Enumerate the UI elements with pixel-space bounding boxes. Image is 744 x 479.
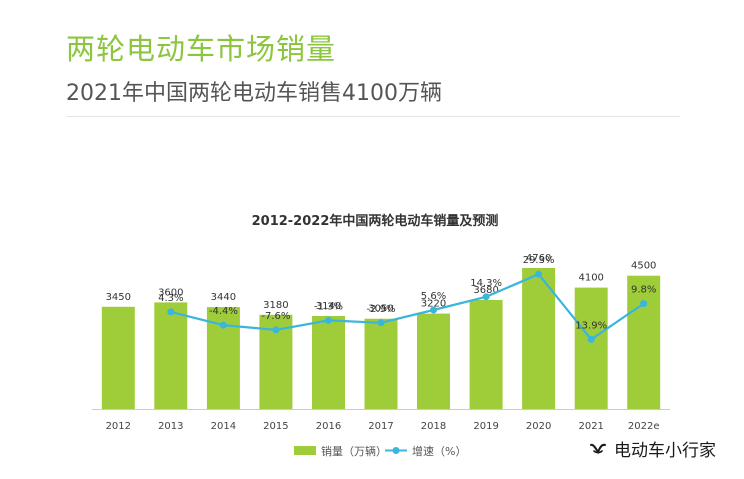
bar-label-2019: 3680 — [473, 285, 498, 296]
bar-2013 — [154, 302, 188, 409]
growth-point-2014 — [219, 321, 227, 329]
chart-legend: 销量（万辆） 增速（%） — [294, 444, 466, 458]
chart-title: 2012-2022年中国两轮电动车销量及预测 — [252, 213, 499, 229]
legend-line-dot — [392, 447, 400, 454]
growth-points — [167, 270, 648, 343]
growth-point-2020 — [535, 270, 543, 278]
bar-2017 — [364, 318, 398, 409]
legend-bar-swatch — [294, 446, 316, 455]
watermark-text: 电动车小行家 — [614, 441, 716, 461]
bar-label-2015: 3180 — [263, 300, 288, 311]
wechat-channel-icon — [590, 443, 606, 454]
growth-label-2019: 14.3% — [470, 278, 502, 289]
growth-point-2022e — [640, 300, 648, 308]
growth-label-2016: -1.3% — [314, 301, 343, 312]
x-tick-2014: 2014 — [211, 421, 236, 432]
x-tick-labels: 2012 2013 2014 2015 2016 2017 2018 2019 2020 2021… — [106, 421, 660, 432]
growth-point-2021 — [587, 335, 595, 343]
x-tick-2016: 2016 — [316, 421, 341, 432]
legend-bar-label: 销量（万辆） — [321, 444, 387, 458]
bar-series — [101, 268, 661, 409]
x-tick-2013: 2013 — [158, 421, 183, 432]
x-tick-2015: 2015 — [263, 421, 288, 432]
bar-label-2022e: 4500 — [631, 261, 656, 272]
header-divider — [66, 116, 680, 117]
growth-point-2019 — [482, 293, 490, 301]
x-tick-2012: 2012 — [106, 421, 131, 432]
x-tick-2020: 2020 — [526, 421, 551, 432]
bar-2018 — [417, 313, 450, 409]
bar-label-2021: 4100 — [578, 273, 603, 284]
x-tick-2021: 2021 — [578, 421, 603, 432]
bar-label-2020: 4760 — [526, 253, 551, 264]
growth-label-2017: -2.9% — [366, 304, 395, 315]
bar-2012 — [101, 306, 135, 409]
watermark: 电动车小行家 — [588, 436, 716, 461]
growth-line — [170, 272, 645, 341]
growth-label-2020: 29.3% — [523, 255, 555, 266]
growth-label-2022e: 9.8% — [631, 285, 656, 296]
bar-label-2013: 3600 — [158, 287, 183, 298]
growth-label-2015: -7.6% — [261, 311, 290, 322]
growth-label-2021: 13.9% — [575, 320, 607, 331]
growth-label-2018: 5.6% — [421, 291, 446, 302]
bar-2020 — [522, 268, 556, 409]
bar-2019 — [469, 300, 503, 409]
growth-value-labels: 4.3% -4.4% -7.6% -1.3% -2.9% 5.6% 14.3% 29.3% 13… — [158, 255, 656, 331]
growth-point-2015 — [272, 326, 280, 334]
x-tick-2018: 2018 — [421, 421, 446, 432]
x-tick-2017: 2017 — [368, 421, 393, 432]
growth-point-2013 — [167, 308, 175, 316]
growth-point-2017 — [377, 319, 385, 327]
growth-label-2014: -4.4% — [209, 306, 238, 317]
growth-point-2016 — [325, 316, 332, 324]
bar-2022e — [627, 275, 661, 409]
bar-value-labels: 3450 3600 3440 3180 3140 3050 3220 3680 4760 4100… — [106, 253, 657, 315]
bar-label-2012: 3450 — [106, 292, 131, 303]
growth-label-2013: 4.3% — [158, 293, 183, 304]
page-title: 两轮电动车市场销量 — [66, 32, 337, 66]
x-tick-2022e: 2022e — [628, 421, 660, 432]
bar-label-2014: 3440 — [211, 292, 236, 303]
bar-label-2018: 3220 — [421, 299, 446, 310]
bar-label-2016: 3140 — [316, 301, 341, 312]
page-subtitle: 2021年中国两轮电动车销售4100万辆 — [66, 81, 442, 106]
x-tick-2019: 2019 — [473, 421, 498, 432]
bar-2021 — [574, 287, 608, 409]
growth-point-2018 — [430, 306, 437, 314]
legend-line-label: 增速（%） — [412, 444, 466, 458]
bar-label-2017: 3050 — [368, 304, 393, 315]
bar-2016 — [312, 316, 345, 409]
